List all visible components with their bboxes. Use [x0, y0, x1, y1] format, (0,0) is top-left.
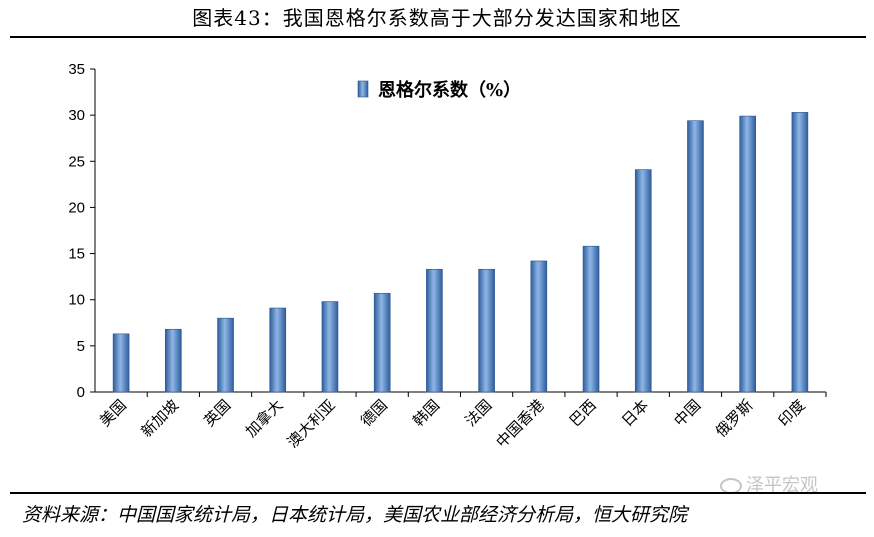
bar-chart: 0 5 10 15 20 25 30 35 美国 新加坡 英国 加拿大澳大利亚 德国 韩国 法国中国香港巴… — [68, 61, 827, 451]
x-category-label: 法国 — [461, 396, 495, 430]
bar — [739, 115, 756, 393]
x-category-label: 加拿大 — [242, 396, 287, 441]
bar — [217, 317, 234, 393]
bar — [687, 120, 704, 393]
y-tick-label: 0 — [77, 384, 85, 401]
bar — [478, 268, 495, 393]
y-tick-label: 5 — [77, 338, 85, 355]
x-category-label: 德国 — [357, 396, 391, 430]
y-tick-label: 30 — [68, 107, 85, 124]
y-tick-label: 20 — [68, 199, 85, 216]
bar — [530, 260, 548, 393]
x-category-label: 美国 — [96, 396, 130, 430]
source-rule — [10, 492, 866, 494]
bar — [791, 112, 809, 393]
bar — [426, 268, 443, 393]
x-category-label: 澳大利亚 — [284, 396, 339, 451]
x-category-label: 日本 — [618, 396, 652, 430]
bar — [582, 245, 600, 393]
y-tick-label: 25 — [68, 153, 85, 170]
watermark: 泽平宏观 — [720, 474, 818, 498]
x-category-label: 印度 — [775, 396, 809, 430]
title-rule — [10, 36, 866, 38]
x-category-label: 中国香港 — [492, 396, 547, 451]
bar — [269, 307, 287, 393]
bar — [634, 169, 652, 393]
x-category-label: 中国 — [670, 396, 704, 430]
bar — [165, 328, 182, 393]
x-category-label: 英国 — [200, 396, 234, 430]
y-tick-label: 35 — [68, 61, 85, 78]
watermark-text: 泽平宏观 — [746, 475, 818, 496]
x-category-label: 巴西 — [566, 396, 600, 430]
legend-swatch — [357, 80, 369, 98]
bar — [321, 301, 339, 393]
source-note: 资料来源：中国国家统计局，日本统计局，美国农业部经济分析局，恒大研究院 — [22, 504, 688, 526]
bar — [373, 292, 391, 393]
legend-label: 恩格尔系数（%） — [378, 79, 521, 101]
x-category-label: 韩国 — [409, 396, 443, 430]
bar — [112, 333, 130, 393]
x-category-label: 俄罗斯 — [712, 396, 757, 441]
page-title: 图表43：我国恩格尔系数高于大部分发达国家和地区 — [192, 6, 682, 30]
y-tick-label: 10 — [68, 292, 85, 309]
y-tick-label: 15 — [68, 246, 85, 263]
x-category-label: 新加坡 — [138, 396, 183, 441]
